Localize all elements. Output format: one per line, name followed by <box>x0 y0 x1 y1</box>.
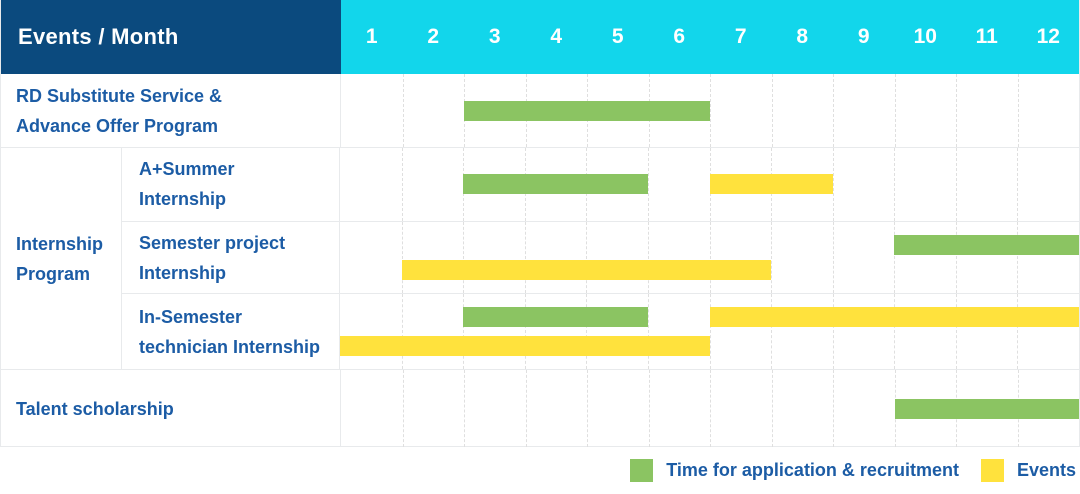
month-label: 8 <box>796 25 809 48</box>
row-label: Semester project Internship <box>121 221 339 294</box>
group-row: Internship Program A+Summer Internship Sem… <box>1 147 1079 369</box>
month-gridline <box>894 148 896 221</box>
month-gridline <box>463 294 465 369</box>
gantt-bar-application <box>894 398 1079 419</box>
row-label: RD Substitute Service & Advance Offer Pr… <box>16 85 223 136</box>
chart-cell <box>340 74 1079 147</box>
month-label: 9 <box>857 25 870 48</box>
month-gridline <box>1017 221 1019 294</box>
row-label: In-Semester technician Internship <box>121 294 339 369</box>
gantt-bar-event <box>401 260 772 281</box>
month-gridline <box>832 148 834 221</box>
table-row: Talent scholarship <box>1 369 1079 447</box>
month-gridline <box>955 148 957 221</box>
gantt-bar-event <box>709 174 833 195</box>
month-gridline <box>956 74 958 147</box>
month-gridline <box>894 221 896 294</box>
month-gridline <box>402 370 404 447</box>
table-body: RD Substitute Service & Advance Offer Pr… <box>1 74 1079 447</box>
chart-cell <box>339 148 1079 221</box>
month-gridline <box>771 74 773 147</box>
month-gridline <box>894 294 896 369</box>
month-gridline <box>586 294 588 369</box>
month-gridline <box>401 148 403 221</box>
month-gridline <box>709 294 711 369</box>
table-row: RD Substitute Service & Advance Offer Pr… <box>1 74 1079 147</box>
legend: Time for application & recruitment Events <box>0 447 1080 494</box>
month-gridline <box>771 221 773 294</box>
month-gridline <box>955 294 957 369</box>
month-header: 1 2 3 4 5 6 7 8 9 10 11 12 <box>341 0 1079 74</box>
gantt-bar-event <box>709 307 1079 328</box>
month-gridline <box>710 74 712 147</box>
legend-swatch-application <box>630 459 654 482</box>
group-subrows: A+Summer Internship Semester project Inte… <box>121 148 1079 369</box>
gantt-bar-application <box>894 234 1079 255</box>
month-gridline <box>586 221 588 294</box>
legend-item: Time for application & recruitment <box>630 459 959 482</box>
month-label: 3 <box>488 25 501 48</box>
month-gridline <box>525 370 527 447</box>
table-subrow: In-Semester technician Internship <box>121 293 1079 369</box>
chart-cell <box>339 294 1079 369</box>
month-gridline <box>401 221 403 294</box>
month-gridline <box>1017 74 1019 147</box>
legend-label: Time for application & recruitment <box>666 460 959 480</box>
gantt-bar-application <box>464 100 711 121</box>
month-label: 1 <box>365 25 378 48</box>
month-gridline <box>832 294 834 369</box>
month-gridline <box>524 221 526 294</box>
month-label: 2 <box>427 25 440 48</box>
month-gridline <box>647 221 649 294</box>
row-label: A+Summer Internship <box>121 148 339 221</box>
month-gridline <box>894 74 896 147</box>
month-gridline <box>463 221 465 294</box>
month-label: 6 <box>673 25 686 48</box>
table-subrow: Semester project Internship <box>121 220 1079 294</box>
legend-item: Events <box>980 459 1076 482</box>
group-label: Internship Program <box>16 233 104 284</box>
month-gridline <box>647 294 649 369</box>
month-gridline <box>833 74 835 147</box>
month-gridline <box>833 370 835 447</box>
month-label: 11 <box>975 25 998 48</box>
gantt-bar-application <box>463 307 648 328</box>
month-label: 4 <box>550 25 563 48</box>
month-gridline <box>402 74 404 147</box>
table-subrow: A+Summer Internship <box>121 148 1079 221</box>
legend-label: Events <box>1016 460 1076 480</box>
month-gridline <box>464 370 466 447</box>
chart-cell <box>339 221 1079 294</box>
month-gridline <box>709 221 711 294</box>
header-title: Events / Month <box>1 0 341 74</box>
month-label: 10 <box>913 25 937 48</box>
month-gridline <box>955 221 957 294</box>
month-gridline <box>771 370 773 447</box>
month-gridline <box>710 370 712 447</box>
month-label: 5 <box>611 25 624 48</box>
month-gridline <box>524 294 526 369</box>
gantt-bar-event <box>340 336 710 356</box>
row-label: Talent scholarship <box>16 398 174 419</box>
table-header: Events / Month 1 2 3 4 5 6 7 8 9 10 11 12 <box>1 0 1079 74</box>
month-gridline <box>1017 294 1019 369</box>
month-gridline <box>587 370 589 447</box>
gantt-table: Events / Month 1 2 3 4 5 6 7 8 9 10 11 12 RD Substi… <box>0 0 1080 447</box>
chart-cell <box>340 370 1079 447</box>
month-gridline <box>648 370 650 447</box>
month-label: 7 <box>734 25 747 48</box>
month-gridline <box>771 294 773 369</box>
gantt-bar-application <box>463 174 648 195</box>
month-label: 12 <box>1036 25 1060 48</box>
legend-swatch-event <box>980 459 1004 482</box>
month-gridline <box>401 294 403 369</box>
month-gridline <box>832 221 834 294</box>
month-gridline <box>647 148 649 221</box>
month-gridline <box>1017 148 1019 221</box>
